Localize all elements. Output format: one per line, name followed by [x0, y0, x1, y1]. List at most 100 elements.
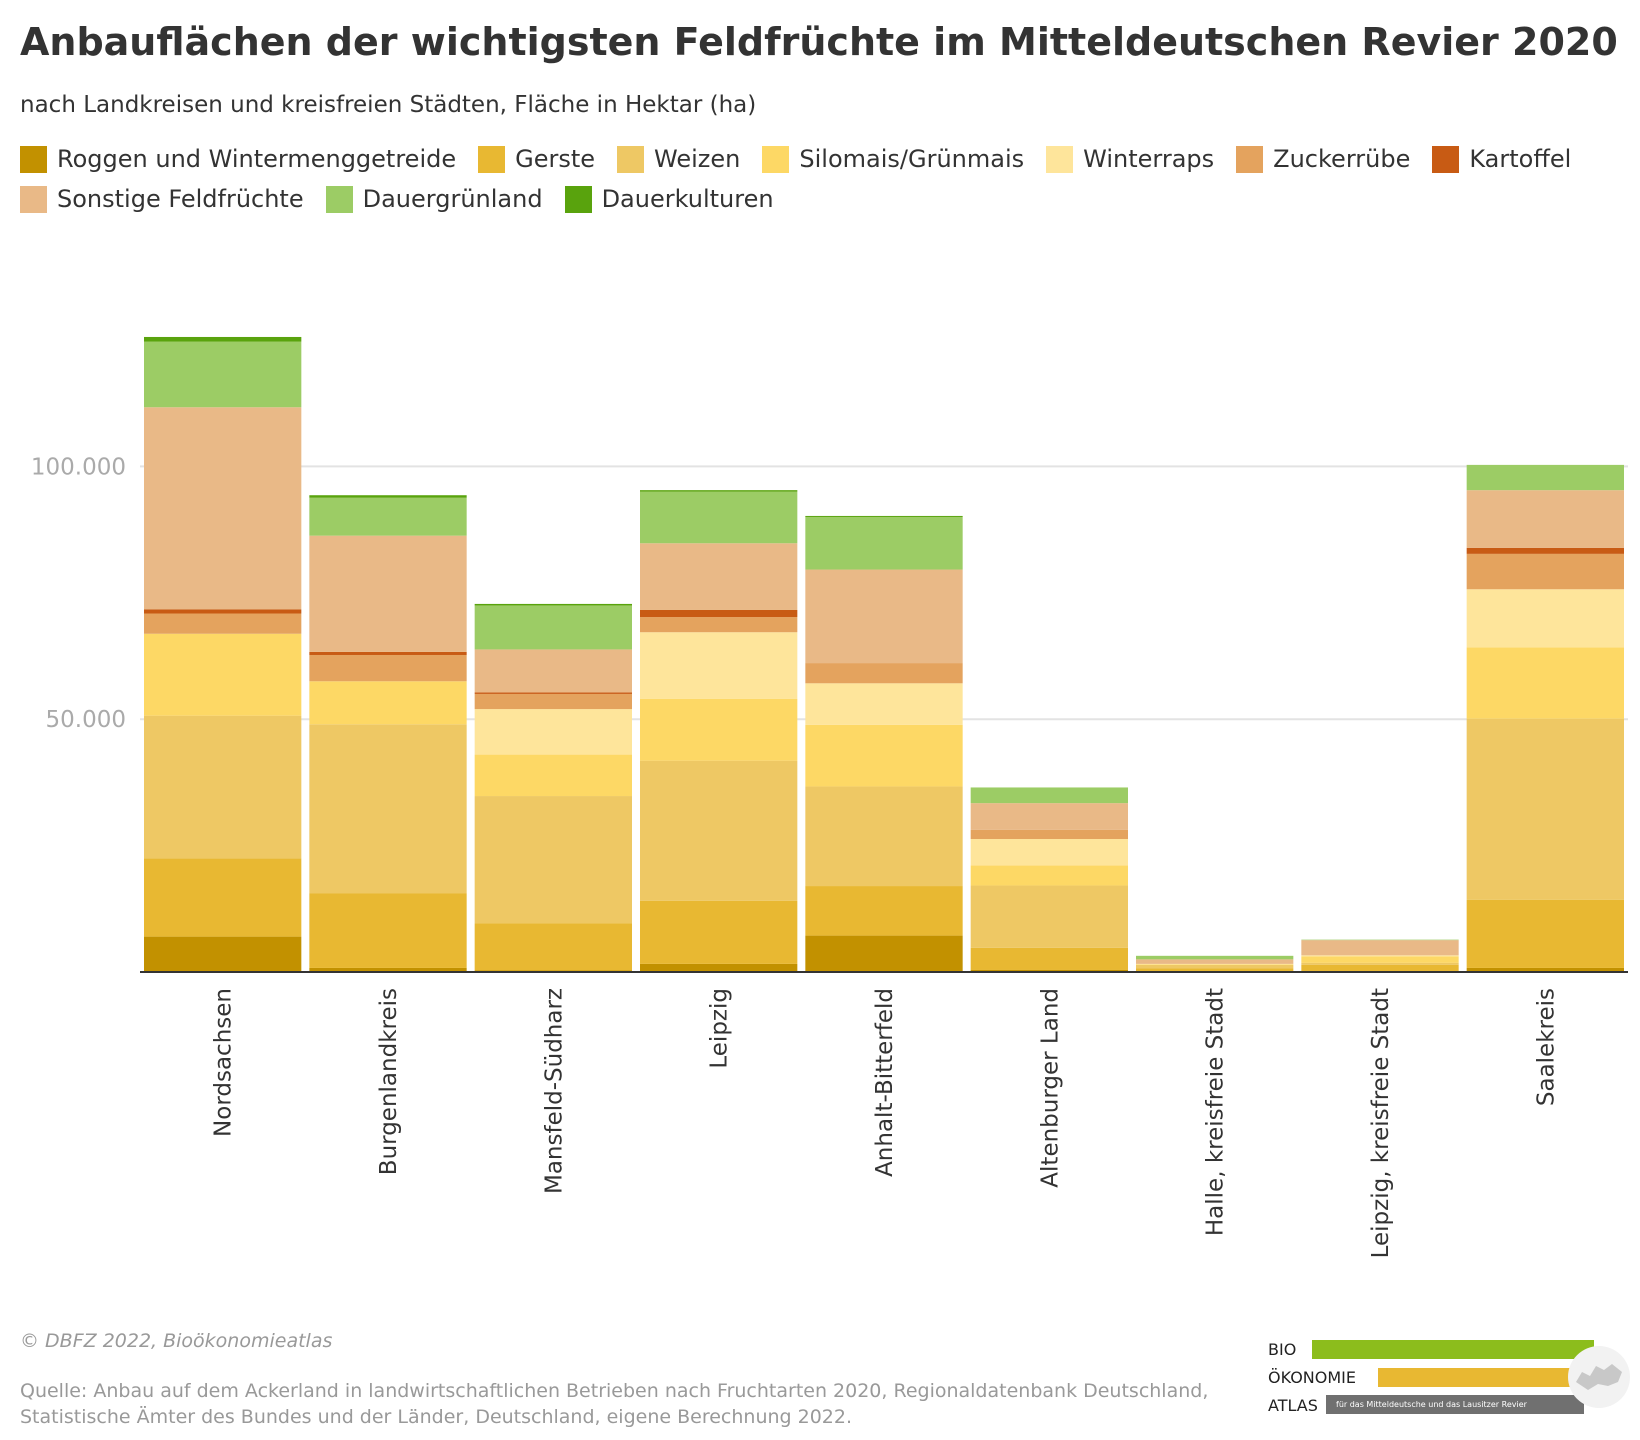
- bar-segment: [640, 491, 798, 544]
- bar-segment: [1301, 940, 1459, 956]
- bar-segment: [1136, 964, 1294, 965]
- bar-segment: [1136, 963, 1294, 965]
- bar-segment: [805, 724, 963, 787]
- x-tick-label: Anhalt-Bitterfeld: [872, 988, 898, 1177]
- legend-item[interactable]: Winterraps: [1046, 145, 1214, 173]
- bar-segment: [144, 613, 302, 634]
- bar-segment: [805, 786, 963, 887]
- logo-map-icon: [1568, 1346, 1630, 1408]
- bar-segment: [970, 969, 1128, 972]
- legend-swatch: [20, 145, 47, 173]
- bar-segment: [970, 865, 1128, 886]
- x-tick-label: Leipzig, kreisfreie Stadt: [1368, 988, 1394, 1258]
- bar-segment: [970, 947, 1128, 970]
- bar-segment: [805, 886, 963, 936]
- bar-segment: [309, 535, 467, 652]
- bar-segment: [144, 609, 302, 614]
- bar-segment: [1301, 955, 1459, 957]
- logo-text-bio: BIO: [1268, 1339, 1297, 1359]
- bar-segment: [640, 760, 798, 901]
- legend-swatch: [617, 145, 645, 173]
- bar-segment: [309, 681, 467, 725]
- bar-segment: [144, 858, 302, 937]
- legend-swatch: [1236, 145, 1264, 173]
- y-tick-label: 100.000: [31, 454, 126, 480]
- bar-segment: [805, 935, 963, 972]
- legend-label: Gerste: [515, 145, 596, 173]
- bar-segment: [1136, 959, 1294, 964]
- bar-segment: [1136, 955, 1294, 960]
- bar-segment: [640, 632, 798, 699]
- bar-segment: [474, 709, 632, 755]
- bar-segment: [309, 654, 467, 682]
- bar-segment: [640, 543, 798, 610]
- bar-segment: [1301, 962, 1459, 965]
- legend-swatch: [564, 185, 592, 213]
- legend-swatch: [762, 145, 790, 173]
- bar-segment: [640, 617, 798, 633]
- chart-title: Anbauflächen der wichtigsten Feldfrüchte…: [20, 20, 1618, 64]
- bar-segment: [144, 633, 302, 716]
- legend-item[interactable]: Roggen und Wintermenggetreide: [20, 145, 456, 173]
- bar-segment: [1466, 547, 1624, 554]
- chart-subtitle: nach Landkreisen und kreisfreien Städten…: [20, 92, 757, 118]
- legend-label: Dauergrünland: [362, 185, 543, 213]
- bar-segment: [309, 893, 467, 968]
- bar-segment: [1466, 899, 1624, 968]
- y-tick-label: 50.000: [46, 707, 126, 733]
- bar-segment: [1466, 490, 1624, 548]
- bar-segment: [474, 605, 632, 650]
- legend-label: Silomais/Grünmais: [799, 145, 1025, 173]
- bar-segment: [640, 609, 798, 618]
- legend-item[interactable]: Dauergrünland: [325, 185, 543, 213]
- legend-swatch: [20, 185, 47, 213]
- bar-segment: [474, 754, 632, 797]
- bar-segment: [1466, 967, 1624, 972]
- bar-segment: [309, 967, 467, 972]
- legend-item[interactable]: Dauerkulturen: [564, 185, 774, 213]
- bar-segment: [474, 796, 632, 924]
- bar-segment: [309, 724, 467, 894]
- legend-swatch: [1046, 145, 1074, 173]
- bar-segment: [640, 900, 798, 964]
- chart-legend: Roggen und Wintermenggetreide Gerste Weize…: [20, 145, 1620, 213]
- logo-yellow-bar: [1378, 1368, 1578, 1387]
- logo-text-oekonomie: ÖKONOMIE: [1268, 1367, 1356, 1387]
- bar-segment: [309, 651, 467, 655]
- legend-label: Weizen: [654, 145, 741, 173]
- x-tick-label: Mansfeld-Südharz: [541, 988, 567, 1194]
- bioeconomy-atlas-logo: für das Mitteldeutsche und das Lausitzer…: [1268, 1338, 1630, 1416]
- bar-segment: [640, 963, 798, 972]
- legend-item[interactable]: Weizen: [617, 145, 740, 173]
- bar-segment: [805, 515, 963, 517]
- bar-segment: [640, 698, 798, 761]
- bar-segment: [1466, 553, 1624, 590]
- bar-segment: [144, 341, 302, 408]
- bar-segment: [474, 923, 632, 971]
- x-tick-label: Halle, kreisfreie Stadt: [1203, 988, 1229, 1236]
- bar-segment: [1466, 718, 1624, 900]
- bar-segment: [474, 692, 632, 694]
- legend-label: Roggen und Wintermenggetreide: [57, 145, 457, 173]
- x-tick-label: Saalekreis: [1533, 988, 1559, 1106]
- bar-segment: [309, 495, 467, 498]
- legend-item[interactable]: Silomais/Grünmais: [762, 145, 1024, 173]
- legend-item[interactable]: Gerste: [478, 145, 595, 173]
- x-tick-label: Nordsachsen: [211, 988, 237, 1137]
- bar-segment: [805, 569, 963, 664]
- legend-item[interactable]: Sonstige Feldfrüchte: [20, 185, 304, 213]
- logo-tagline: für das Mitteldeutsche und das Lausitzer…: [1326, 1395, 1584, 1414]
- bar-segment: [970, 829, 1128, 840]
- legend-label: Zuckerrübe: [1273, 145, 1411, 173]
- bar-segment: [1136, 968, 1294, 972]
- bar-segment: [805, 516, 963, 570]
- bar-segment: [144, 936, 302, 972]
- legend-item[interactable]: Kartoffel: [1432, 145, 1571, 173]
- legend-swatch: [478, 145, 506, 173]
- legend-label: Sonstige Feldfrüchte: [57, 185, 304, 213]
- legend-label: Winterraps: [1083, 145, 1215, 173]
- bar-segment: [1301, 964, 1459, 971]
- legend-item[interactable]: Zuckerrübe: [1236, 145, 1410, 173]
- x-tick-label: Burgenlandkreis: [376, 988, 402, 1175]
- bar-segment: [970, 787, 1128, 804]
